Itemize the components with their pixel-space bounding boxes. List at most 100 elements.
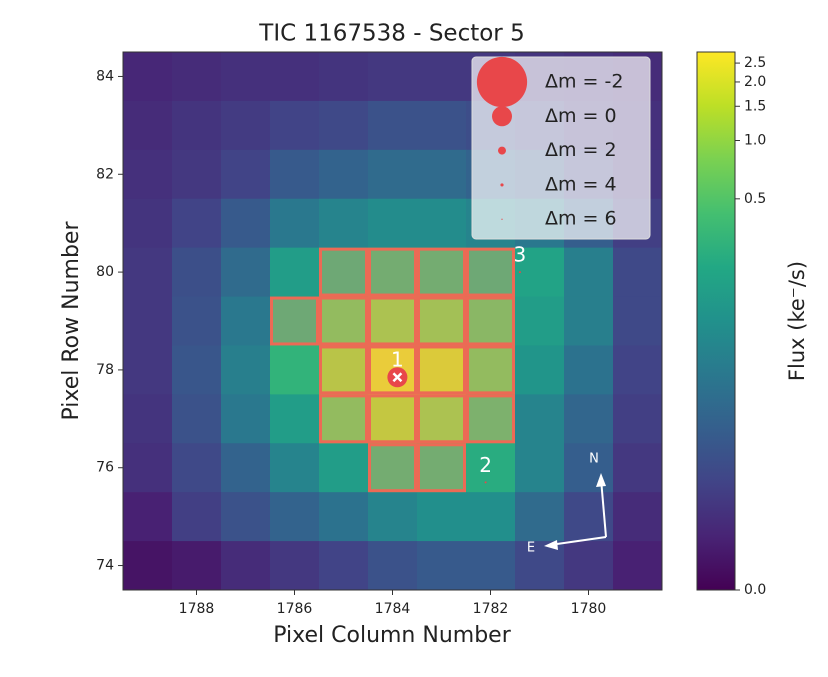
colorbar [696,51,736,591]
pixel [221,100,271,151]
pixel [319,52,369,102]
legend-marker [476,56,528,108]
pixel [515,296,565,346]
pixel [172,394,222,444]
pixel [172,247,222,298]
pixel [319,394,369,444]
pixel [172,198,222,249]
star-label: 1 [391,348,404,372]
pixel [417,394,467,444]
star-marker [518,271,521,274]
aperture-pixel [368,247,417,297]
pixel [172,149,222,200]
aperture-pixel [466,247,515,297]
pixel [613,247,663,298]
pixel [319,247,369,298]
pixel [270,541,320,591]
pixel [368,394,418,444]
pixel [270,296,320,346]
compass-east-head [544,540,558,550]
y-tick-label: 80 [96,264,114,280]
pixel [368,149,418,200]
legend-label: Δm = 6 [545,208,617,230]
aperture-pixel [319,247,368,297]
aperture-pixel [368,394,417,444]
pixel [319,296,369,346]
aperture-pixel [466,296,515,346]
pixel [221,541,271,591]
pixel [123,394,173,444]
pixel [319,100,369,151]
pixel [123,492,173,542]
pixel [417,345,467,395]
pixel [368,443,418,493]
star-marker [484,481,487,484]
aperture-pixel [417,247,466,297]
pixel [466,492,516,542]
aperture-pixel [270,296,319,346]
star-label: 3 [514,243,527,267]
pixel [368,296,418,346]
y-tick-label: 78 [96,362,114,378]
pixel [466,247,516,298]
pixel [172,52,222,102]
aperture-pixel [417,443,466,493]
pixel [221,52,271,102]
colorbar-tick-label: 1.5 [744,98,766,114]
legend-label: Δm = 0 [545,105,617,127]
colorbar-tick-label: 1.0 [744,132,766,148]
compass-north-label: N [589,452,599,467]
pixel [123,100,173,151]
legend-marker [492,106,512,127]
aperture-pixel [417,345,466,395]
compass-east [549,536,607,546]
pixel [221,492,271,542]
pixel [221,443,271,493]
pixel [270,345,320,395]
aperture-pixel [466,394,515,444]
pixel [564,296,614,346]
pixel [564,541,614,591]
pixel [368,247,418,298]
pixel [466,345,516,395]
x-tick-label: 1782 [473,601,509,617]
target-cross [392,372,403,383]
pixel [221,149,271,200]
pixel [368,198,418,249]
pixel [613,443,663,493]
pixel [613,394,663,444]
pixel [564,394,614,444]
pixel [172,100,222,151]
pixel [123,52,173,102]
pixel [417,198,467,249]
x-tick-label: 1784 [375,601,411,617]
colorbar-tick-label: 0.0 [744,582,766,598]
pixel [172,492,222,542]
pixel [564,345,614,395]
compass-north-head [596,473,606,487]
pixel [221,198,271,249]
pixel [123,247,173,298]
pixel [515,443,565,493]
pixel [172,541,222,591]
pixel [368,492,418,542]
pixel [564,247,614,298]
pixel [466,541,516,591]
aperture-pixel [466,345,515,395]
pixel [613,296,663,346]
legend-label: Δm = 4 [545,173,617,195]
chart-title: TIC 1167538 - Sector 5 [258,21,524,47]
x-tick-label: 1788 [179,601,215,617]
pixel [319,345,369,395]
y-tick-label: 84 [96,68,114,84]
pixel [123,296,173,346]
pixel [613,492,663,542]
pixel [319,198,369,249]
aperture-pixel [417,296,466,346]
pixel [417,52,467,102]
pixel [466,296,516,346]
pixel [368,541,418,591]
pixel [270,492,320,542]
pixel [613,345,663,395]
